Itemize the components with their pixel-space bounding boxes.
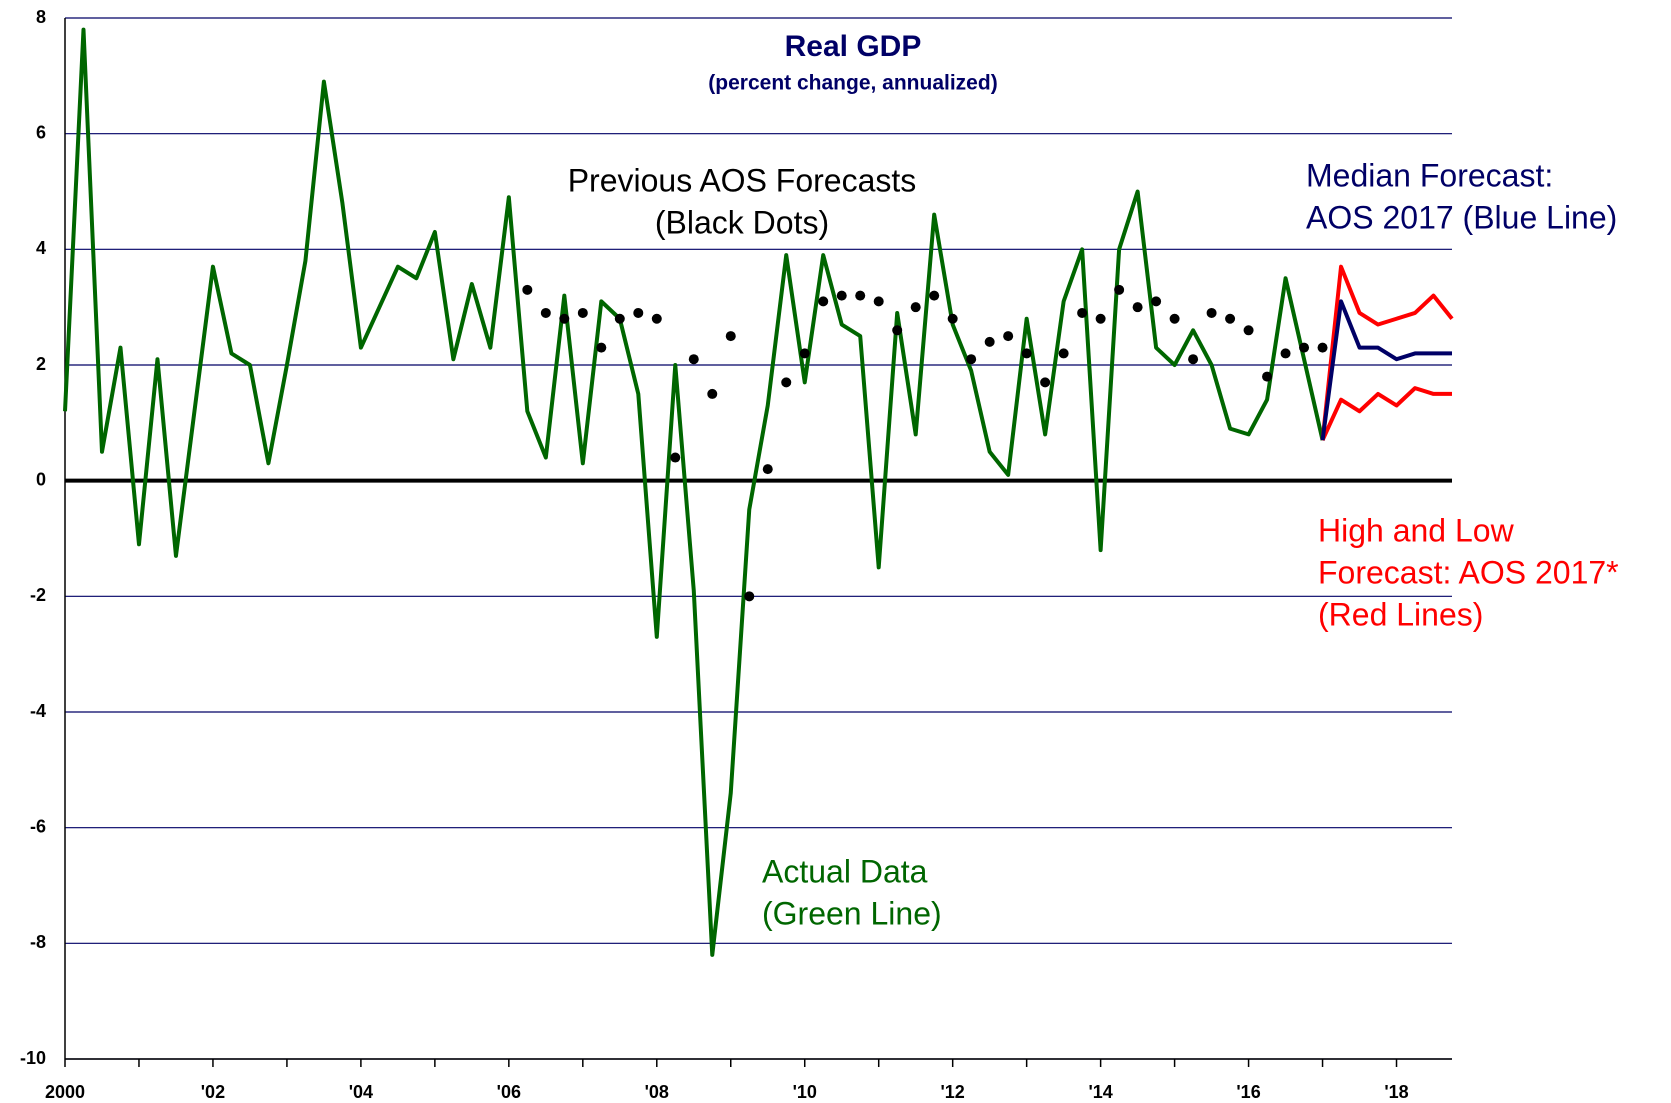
y-tick-label: -2 bbox=[30, 585, 46, 605]
forecast-dot bbox=[633, 307, 644, 318]
forecast-dot bbox=[707, 388, 718, 399]
forecast-dot bbox=[762, 464, 773, 475]
forecast-dot bbox=[1040, 377, 1051, 388]
forecast-dot bbox=[670, 452, 681, 463]
annotation: Median Forecast: bbox=[1306, 157, 1553, 193]
forecast-dot bbox=[984, 336, 995, 347]
forecast-dot bbox=[1021, 348, 1032, 359]
y-tick-label: 8 bbox=[36, 7, 46, 27]
x-tick-label: '18 bbox=[1384, 1082, 1408, 1102]
x-tick-label: '08 bbox=[645, 1082, 669, 1102]
annotation: High and Low bbox=[1318, 512, 1515, 548]
forecast-dot bbox=[1299, 342, 1310, 353]
forecast-dot bbox=[836, 290, 847, 301]
forecast-dot bbox=[966, 354, 977, 365]
annotation: Forecast: AOS 2017* bbox=[1318, 554, 1619, 590]
series-line bbox=[1320, 299, 1452, 441]
forecast-dot bbox=[1262, 371, 1273, 382]
x-tick-label: '16 bbox=[1236, 1082, 1260, 1102]
forecast-dot bbox=[1243, 325, 1254, 336]
forecast-dot bbox=[947, 313, 958, 324]
y-tick-label: 0 bbox=[36, 469, 46, 489]
y-tick-label: -4 bbox=[30, 701, 46, 721]
y-tick-label: -10 bbox=[20, 1048, 46, 1068]
forecast-dot bbox=[781, 377, 792, 388]
y-tick-label: 6 bbox=[36, 122, 46, 142]
forecast-dot bbox=[522, 284, 533, 295]
x-tick-label: '06 bbox=[497, 1082, 521, 1102]
x-tick-label: '14 bbox=[1088, 1082, 1112, 1102]
y-tick-label: -8 bbox=[30, 932, 46, 952]
forecast-dot bbox=[1077, 307, 1088, 318]
forecast-dot bbox=[1114, 284, 1125, 295]
annotation: Actual Data bbox=[762, 853, 928, 889]
chart-subtitle: (percent change, annualized) bbox=[708, 72, 997, 95]
forecast-dot bbox=[818, 296, 829, 307]
forecast-dot bbox=[1058, 348, 1069, 359]
y-tick-label: 4 bbox=[36, 238, 46, 258]
forecast-dot bbox=[892, 325, 903, 336]
forecast-dot bbox=[651, 313, 662, 324]
series-line bbox=[1320, 264, 1454, 441]
annotation: Previous AOS Forecasts bbox=[568, 162, 917, 198]
forecast-dot bbox=[1206, 307, 1217, 318]
series-line bbox=[1320, 386, 1452, 442]
annotation: AOS 2017 (Blue Line) bbox=[1306, 199, 1617, 235]
forecast-dot bbox=[596, 342, 607, 353]
forecast-dot bbox=[1225, 313, 1236, 324]
forecast-dot bbox=[799, 348, 810, 359]
x-tick-label: '02 bbox=[201, 1082, 225, 1102]
forecast-dot bbox=[1132, 302, 1143, 313]
forecast-dot bbox=[1095, 313, 1106, 324]
forecast-dot bbox=[929, 290, 940, 301]
x-tick-label: '10 bbox=[793, 1082, 817, 1102]
annotation: (Green Line) bbox=[762, 895, 942, 931]
forecast-dot bbox=[1188, 354, 1199, 365]
forecast-dot bbox=[744, 591, 755, 602]
forecast-dot bbox=[873, 296, 884, 307]
y-tick-label: 2 bbox=[36, 354, 46, 374]
chart-title: Real GDP bbox=[785, 30, 922, 63]
forecast-dot bbox=[540, 307, 551, 318]
forecast-dot bbox=[1003, 331, 1014, 342]
forecast-dot bbox=[614, 313, 625, 324]
forecast-dot bbox=[1151, 296, 1162, 307]
forecast-dot bbox=[1169, 313, 1180, 324]
forecast-dot bbox=[559, 313, 570, 324]
forecast-dot bbox=[688, 354, 699, 365]
x-tick-label: 2000 bbox=[45, 1082, 85, 1102]
forecast-dot bbox=[910, 302, 921, 313]
y-tick-label: -6 bbox=[30, 816, 46, 836]
x-tick-label: '04 bbox=[349, 1082, 373, 1102]
forecast-dot bbox=[855, 290, 866, 301]
series-line bbox=[63, 27, 1325, 957]
annotation: (Red Lines) bbox=[1318, 596, 1483, 632]
x-tick-label: '12 bbox=[941, 1082, 965, 1102]
forecast-dot bbox=[1317, 342, 1328, 353]
forecast-dot bbox=[577, 307, 588, 318]
annotation: (Black Dots) bbox=[655, 204, 829, 240]
forecast-dot bbox=[1280, 348, 1291, 359]
forecast-dot bbox=[725, 331, 736, 342]
